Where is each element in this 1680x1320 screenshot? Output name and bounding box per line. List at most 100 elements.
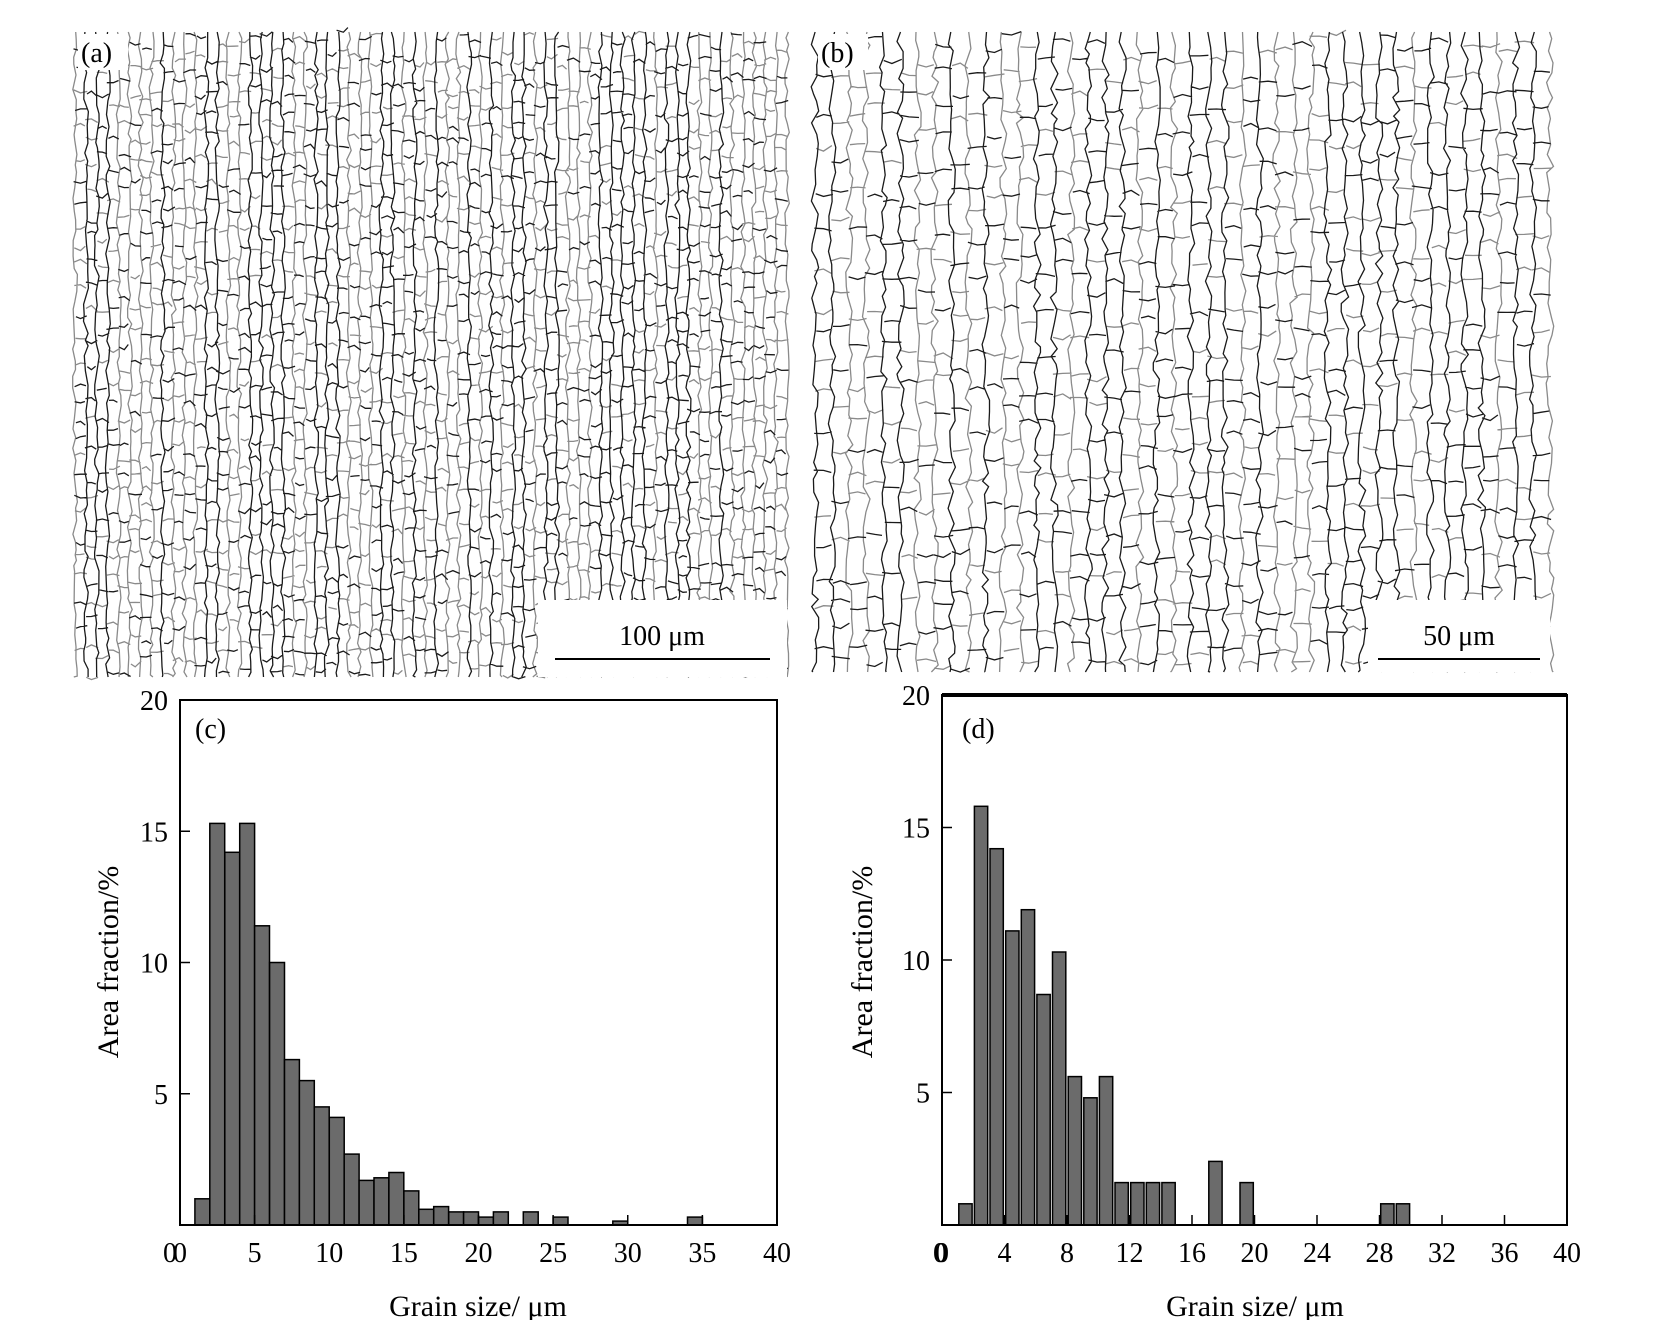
histogram-bar: [403, 1190, 420, 1226]
scale-bar-label-b: 50 μm: [1423, 621, 1495, 652]
histogram-bar: [958, 1203, 973, 1226]
x-axis-title-c: Grain size/ μm: [389, 1290, 567, 1320]
histogram-bar: [1067, 1075, 1083, 1226]
histogram-bar: [1395, 1203, 1411, 1226]
histogram-bar: [268, 961, 286, 1226]
y-tick-label: 20: [902, 681, 930, 712]
x-tick-label: 32: [1428, 1238, 1456, 1269]
histogram-bar: [298, 1079, 316, 1226]
y-tick-label: 15: [140, 817, 168, 848]
grain-boundary-map-a: [72, 27, 790, 681]
histogram-bar: [1036, 993, 1051, 1226]
y-tick-label: 5: [916, 1079, 930, 1110]
x-tick-label: 5: [248, 1238, 262, 1269]
y-origin-label-c: 0: [163, 1238, 177, 1269]
x-tick-label: 4: [998, 1238, 1012, 1269]
histogram-bar: [686, 1216, 704, 1226]
y-tick-label: 20: [140, 686, 168, 717]
micrograph-b: 50 μm (b): [810, 29, 1555, 673]
histogram-bar: [209, 822, 226, 1226]
histogram-bar: [1020, 908, 1036, 1226]
histogram-bar: [989, 847, 1005, 1226]
histogram-bar: [1114, 1181, 1130, 1226]
y-tick-label: 10: [140, 949, 168, 980]
grain-boundary-lines: [810, 30, 1552, 673]
y-axis-title-c: Area fraction/%: [92, 866, 125, 1058]
histogram-bar: [462, 1211, 480, 1226]
histogram-bar: [522, 1211, 539, 1226]
histogram-bar: [388, 1171, 405, 1226]
panel-label-d: (d): [962, 714, 995, 745]
grain-boundary-lines: [72, 30, 790, 681]
x-ticks-d: 0 4 8 12 16 20 24 28 32 36 40: [935, 1215, 1581, 1269]
x-ticks-c: 0 5 10 15 20 25 30 35 40: [173, 1215, 791, 1269]
histogram-bar: [552, 1216, 569, 1226]
y-ticks-c: 5 10 15 20: [140, 686, 190, 1111]
bars-c: [194, 822, 704, 1226]
histogram-bar: [1145, 1181, 1161, 1226]
panel-label-a: (a): [81, 38, 112, 69]
y-ticks-d: 5 10 15 20: [902, 681, 952, 1110]
histogram-bar: [1208, 1160, 1223, 1226]
x-tick-label: 0: [935, 1238, 949, 1269]
grain-boundary-lines: [73, 27, 789, 680]
histogram-bar: [194, 1198, 211, 1226]
y-axis-title-d: Area fraction/%: [846, 866, 879, 1058]
x-tick-label: 0: [173, 1238, 187, 1269]
x-tick-label: 12: [1116, 1238, 1144, 1269]
x-tick-label: 35: [688, 1238, 716, 1269]
histogram-bar: [358, 1179, 375, 1226]
histogram-bar: [343, 1153, 360, 1226]
plot-frame-d: [941, 694, 1568, 1226]
histogram-bar: [477, 1216, 495, 1226]
y-origin-label-d: 0: [933, 1238, 947, 1269]
panel-label-c: (c): [195, 714, 226, 745]
x-tick-label: 40: [1553, 1238, 1581, 1269]
x-tick-label: 36: [1491, 1238, 1519, 1269]
histogram-bar: [432, 1205, 450, 1226]
histogram-bar: [1098, 1075, 1114, 1226]
histogram-bar: [1083, 1097, 1098, 1226]
x-tick-label: 25: [539, 1238, 567, 1269]
x-tick-label: 40: [763, 1238, 791, 1269]
panel-label-b: (b): [821, 38, 854, 69]
x-tick-label: 20: [1241, 1238, 1269, 1269]
grain-boundary-lines: [814, 29, 1555, 673]
histogram-bar: [328, 1116, 345, 1226]
histogram-bar: [492, 1211, 510, 1226]
histogram-bar: [224, 851, 241, 1226]
histogram-d: 0 4 8 12 16 20 24 28 32 36 40 5 10 15 20 Grain size/ …: [846, 681, 1581, 1320]
histogram-bar: [283, 1058, 301, 1226]
histogram-bar: [418, 1208, 435, 1226]
histogram-bar: [1239, 1181, 1255, 1226]
scale-bar-label-a: 100 μm: [619, 621, 705, 652]
panel-label-background-a: [78, 34, 128, 70]
micrograph-a: 100 μm (a): [72, 27, 790, 681]
histogram-bar: [238, 822, 256, 1226]
scale-bar-background-a: [538, 600, 787, 677]
histogram-bar: [313, 1106, 330, 1226]
x-axis-title-d: Grain size/ μm: [1166, 1290, 1344, 1320]
x-tick-label: 16: [1178, 1238, 1206, 1269]
y-tick-label: 10: [902, 946, 930, 977]
x-tick-label: 30: [614, 1238, 642, 1269]
histogram-bar: [1051, 951, 1067, 1226]
histogram-bar: [1004, 930, 1020, 1226]
histogram-bar: [253, 925, 271, 1226]
histogram-bar: [1161, 1181, 1176, 1226]
y-tick-label: 15: [902, 814, 930, 845]
x-tick-label: 28: [1366, 1238, 1394, 1269]
panel-label-background-b: [818, 34, 868, 70]
y-tick-label: 5: [154, 1080, 168, 1111]
histogram-bar: [447, 1211, 465, 1226]
x-tick-label: 10: [315, 1238, 343, 1269]
histogram-bar: [1129, 1181, 1145, 1226]
grain-boundary-map-b: [810, 29, 1555, 673]
histogram-bar: [1379, 1203, 1395, 1226]
x-tick-label: 24: [1303, 1238, 1331, 1269]
histogram-bar: [373, 1177, 390, 1226]
x-tick-label: 20: [465, 1238, 493, 1269]
histogram-bar: [973, 805, 989, 1226]
